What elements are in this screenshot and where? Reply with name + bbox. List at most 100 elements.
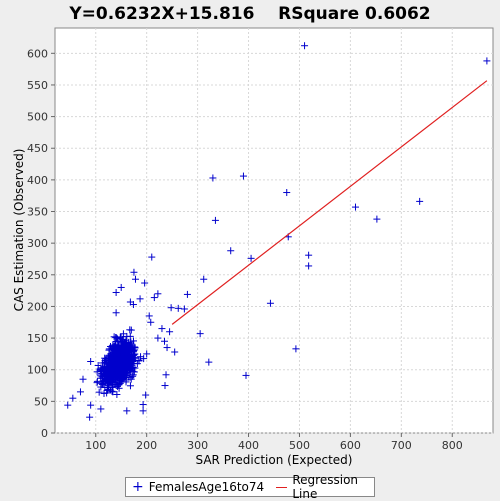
data-point [148, 253, 156, 261]
data-point [292, 345, 300, 353]
data-point [129, 363, 137, 371]
data-point [123, 407, 131, 415]
y-tick-label: 300 [27, 237, 48, 250]
data-point [161, 382, 169, 390]
data-point [483, 57, 491, 65]
regression-line [171, 80, 488, 325]
data-point [111, 352, 119, 360]
data-point [107, 363, 115, 371]
data-point [163, 344, 171, 352]
data-point [104, 357, 112, 365]
data-point [115, 360, 123, 368]
data-point [266, 299, 274, 307]
y-tick-label: 0 [41, 427, 48, 440]
data-point [196, 330, 204, 338]
data-point [117, 283, 125, 291]
data-point [110, 350, 118, 358]
legend-item-series: + FemalesAge16to74 [132, 480, 264, 494]
data-point [154, 334, 162, 342]
data-point [123, 348, 131, 356]
data-point [87, 401, 95, 409]
y-tick-label: 100 [27, 364, 48, 377]
y-tick-label: 50 [34, 395, 48, 408]
data-point [126, 340, 134, 348]
data-point [205, 358, 213, 366]
y-tick-label: 150 [27, 332, 48, 345]
data-point [123, 371, 131, 379]
legend: + FemalesAge16to74 Regression Line [125, 473, 375, 501]
regression-layer [171, 80, 488, 325]
data-point [121, 342, 129, 350]
data-point [200, 275, 208, 283]
data-point [95, 388, 103, 396]
chart-title: Y=0.6232X+15.816 RSquare 0.6062 [69, 4, 431, 24]
y-tick-label: 250 [27, 269, 48, 282]
data-point [103, 389, 111, 397]
data-point [305, 251, 313, 259]
y-tick-label: 550 [27, 79, 48, 92]
data-point [136, 295, 144, 303]
data-point [147, 318, 155, 326]
data-point [131, 343, 139, 351]
data-point [125, 338, 133, 346]
data-point [140, 355, 148, 363]
data-point [130, 268, 138, 276]
data-point [110, 333, 118, 341]
data-point [122, 363, 130, 371]
data-point [162, 371, 170, 379]
data-point [122, 378, 130, 386]
data-point [145, 312, 153, 320]
line-swatch-icon [276, 486, 288, 488]
data-point [112, 289, 120, 297]
data-point [158, 325, 166, 333]
data-point [86, 413, 94, 421]
data-point [126, 326, 134, 334]
x-tick-label: 700 [391, 439, 412, 452]
legend-item-regression: Regression Line [276, 473, 368, 501]
y-tick-label: 200 [27, 300, 48, 313]
data-point [113, 390, 121, 398]
data-point [142, 391, 150, 399]
x-tick-label: 600 [340, 439, 361, 452]
data-point [76, 388, 84, 396]
data-point [100, 359, 108, 367]
data-point [166, 328, 174, 336]
data-point [97, 405, 105, 413]
data-point [64, 401, 72, 409]
data-point [247, 254, 255, 262]
x-axis-label: SAR Prediction (Expected) [196, 453, 353, 467]
data-point [139, 401, 147, 409]
data-point [174, 304, 182, 312]
data-point [131, 275, 139, 283]
data-point [180, 305, 188, 313]
data-point [100, 365, 108, 373]
x-tick-label: 500 [289, 439, 310, 452]
data-point [118, 355, 126, 363]
plus-marker-icon: + [132, 479, 144, 495]
data-point [143, 350, 151, 358]
data-point [227, 247, 235, 255]
data-point [301, 42, 309, 50]
y-axis-label: CAS Estimation (Observed) [12, 149, 26, 312]
data-point [79, 375, 87, 383]
data-point [105, 384, 113, 392]
data-point [120, 346, 128, 354]
data-point [129, 301, 137, 309]
y-tick-label: 500 [27, 111, 48, 124]
data-point [211, 216, 219, 224]
data-point [104, 379, 112, 387]
x-tick-label: 400 [238, 439, 259, 452]
data-point [97, 374, 105, 382]
data-point [150, 294, 158, 302]
data-point [209, 174, 217, 182]
data-point [106, 371, 114, 379]
data-point [112, 373, 120, 381]
x-tick-label: 100 [85, 439, 106, 452]
data-point [373, 215, 381, 223]
data-point [119, 370, 127, 378]
y-tick-label: 350 [27, 206, 48, 219]
data-point [110, 343, 118, 351]
x-tick-label: 300 [187, 439, 208, 452]
axes: 100 200 300 400 500 600 700 800 0 50 100 150 200 250 3… [27, 47, 463, 452]
